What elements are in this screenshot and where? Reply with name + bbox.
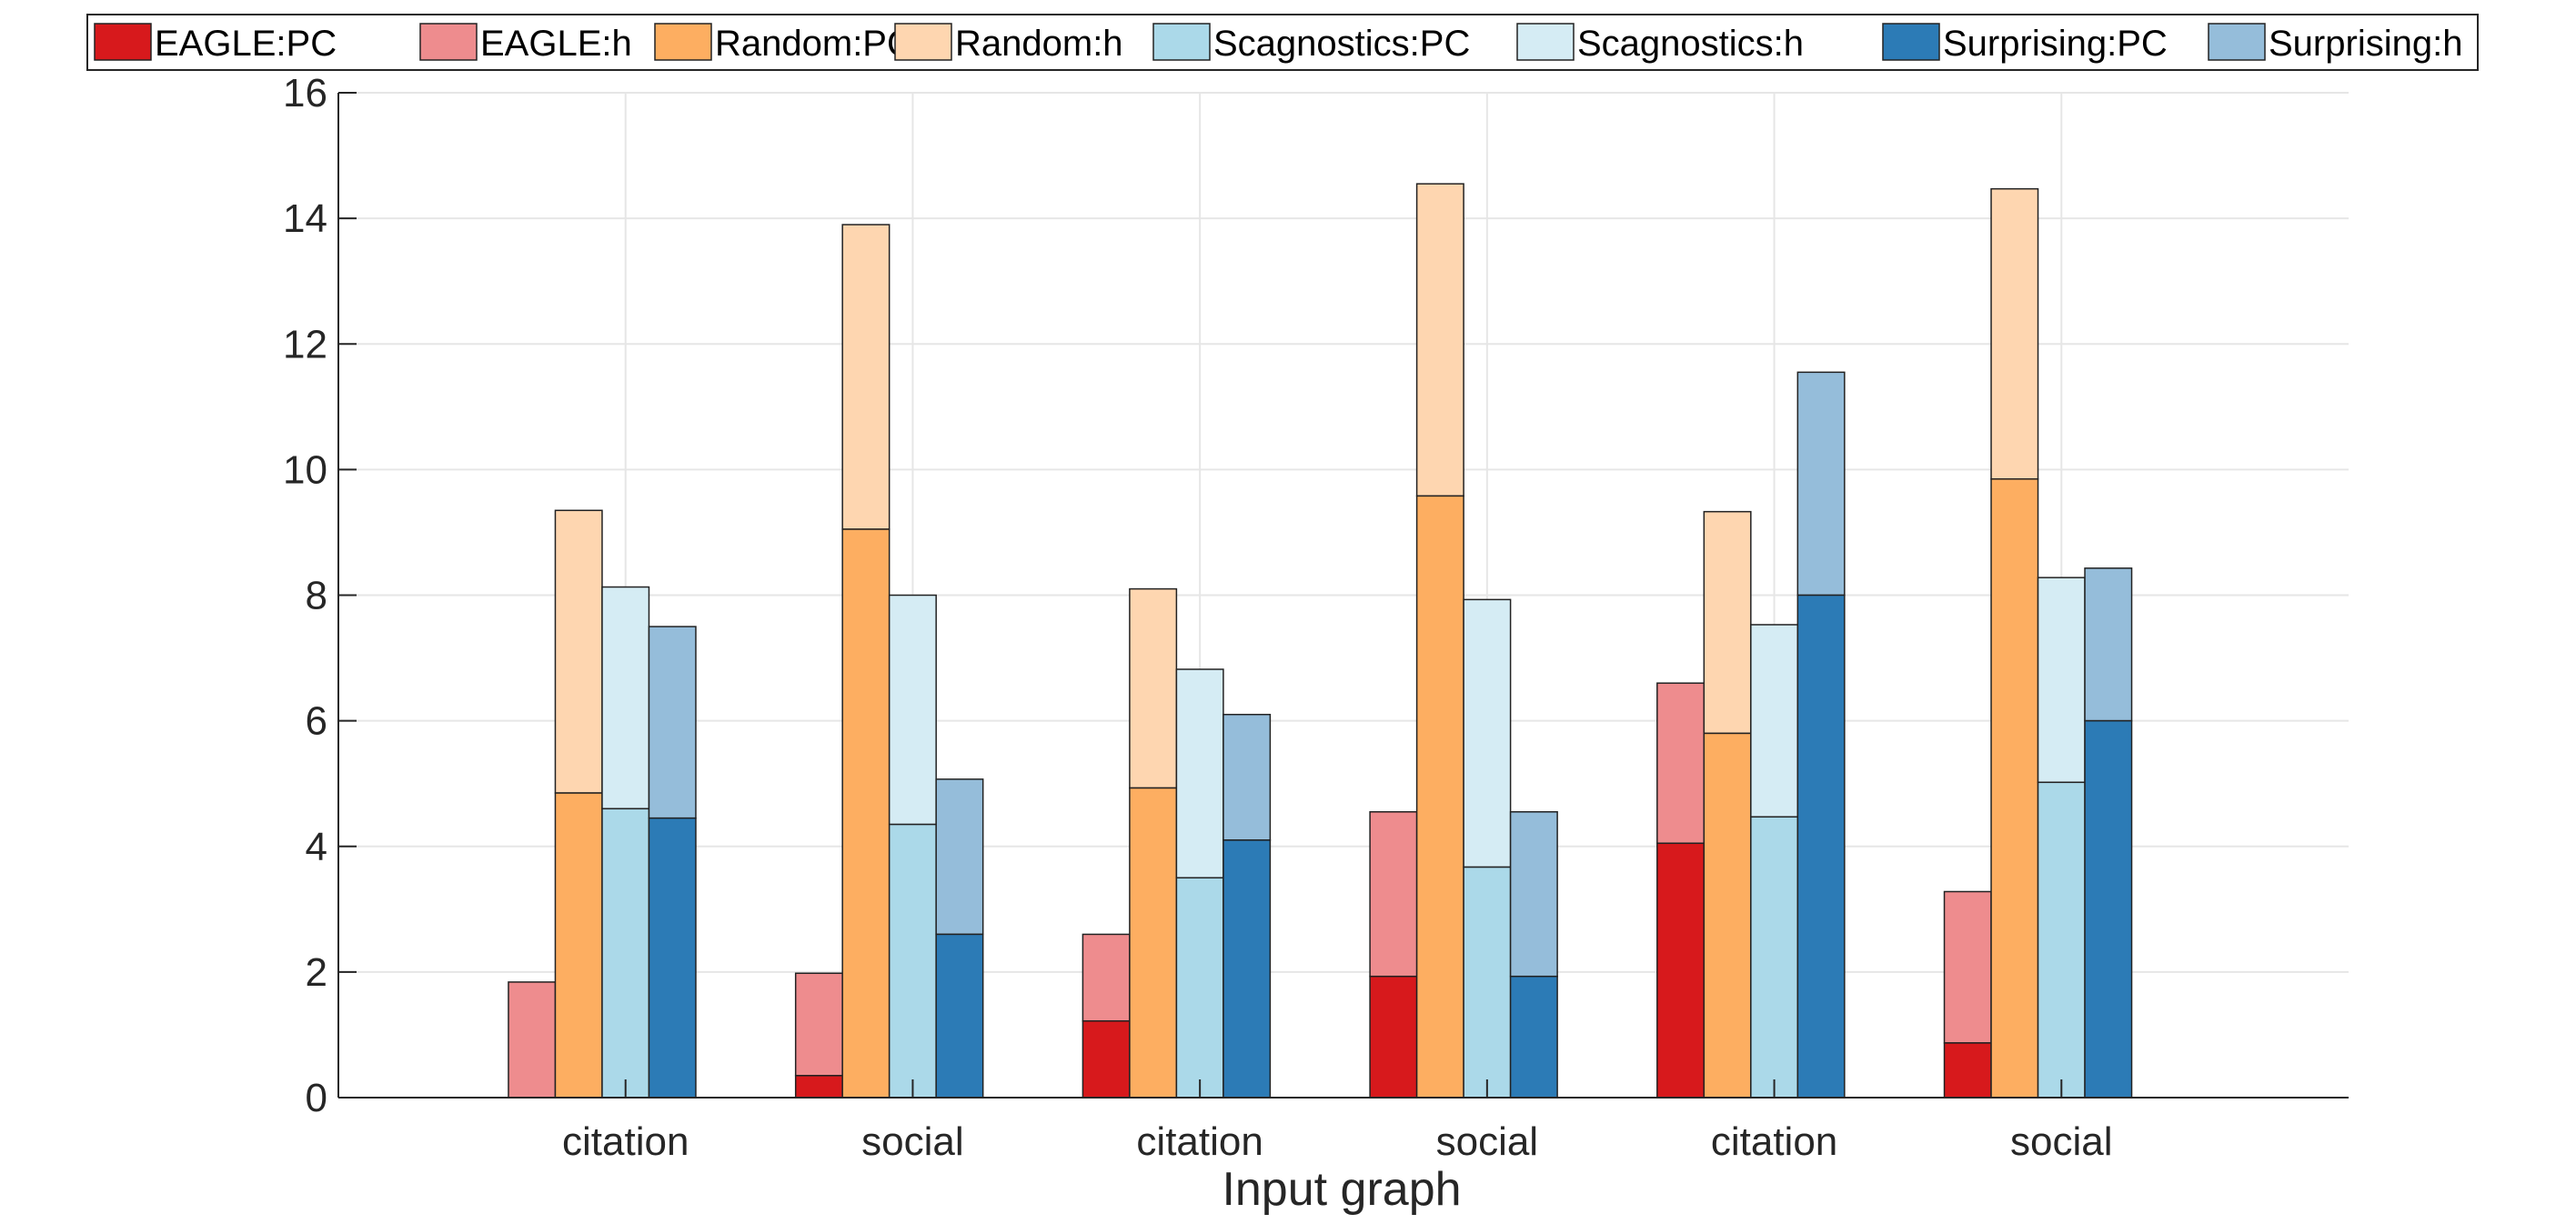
legend-label-0: EAGLE:PC (155, 24, 337, 64)
bar-random-pc-5 (1990, 477, 2039, 1099)
legend-swatch-7 (2208, 23, 2266, 61)
bar-scagnostics-h-3 (1463, 598, 1512, 868)
bar-random-h-1 (841, 224, 891, 530)
y-tick-label-4: 8 (306, 574, 327, 618)
bar-scagnostics-pc-0 (601, 808, 650, 1099)
bar-scagnostics-h-4 (1750, 624, 1799, 818)
bar-scagnostics-pc-5 (2037, 781, 2086, 1099)
bar-random-pc-0 (554, 792, 603, 1099)
legend-swatch-0 (94, 23, 152, 61)
x-axis-title: Input graph (1222, 1163, 1461, 1216)
legend-label-5: Scagnostics:h (1577, 24, 1804, 64)
x-tick-label-3: social (1436, 1119, 1539, 1164)
legend-label-7: Surprising:h (2269, 24, 2462, 64)
y-tick-label-5: 10 (283, 447, 327, 492)
bar-eagle-pc-4 (1656, 842, 1706, 1099)
bar-eagle-h-2 (1082, 933, 1131, 1022)
legend-label-3: Random:h (955, 24, 1123, 64)
bar-surprising-pc-3 (1509, 975, 1558, 1099)
bar-scagnostics-pc-1 (888, 823, 937, 1099)
bar-eagle-pc-3 (1369, 975, 1418, 1099)
bar-surprising-pc-4 (1796, 594, 1846, 1099)
bar-surprising-pc-5 (2084, 719, 2133, 1099)
bar-scagnostics-pc-2 (1175, 877, 1224, 1099)
x-tick-label-4: citation (1711, 1119, 1837, 1164)
x-tick-label-5: social (2010, 1119, 2113, 1164)
y-tick-label-1: 2 (306, 950, 327, 995)
bar-random-h-0 (554, 509, 603, 794)
bar-surprising-h-4 (1796, 371, 1846, 597)
bar-surprising-h-1 (935, 778, 984, 936)
bar-scagnostics-pc-3 (1463, 866, 1512, 1099)
legend-swatch-3 (894, 23, 952, 61)
bar-scagnostics-h-1 (888, 594, 937, 826)
bar-scagnostics-h-5 (2037, 577, 2086, 784)
bars (508, 183, 2133, 1099)
legend-swatch-2 (654, 23, 712, 61)
legend: EAGLE:PC EAGLE:h Random:PC Random:h Scagnost… (86, 14, 2479, 71)
y-tick-label-0: 0 (306, 1076, 327, 1120)
bar-eagle-h-4 (1656, 682, 1706, 845)
bar-eagle-h-3 (1369, 811, 1418, 978)
bar-eagle-pc-5 (1943, 1042, 1992, 1099)
bar-random-pc-1 (841, 528, 891, 1099)
axes: 0 2 4 6 8 10 12 14 16 citation social citation socia… (283, 71, 2349, 1164)
bar-eagle-h-5 (1943, 890, 1992, 1044)
bar-surprising-pc-0 (648, 817, 697, 1099)
bar-surprising-pc-2 (1223, 839, 1272, 1099)
bar-random-pc-2 (1129, 787, 1178, 1099)
x-tick-label-2: citation (1136, 1119, 1263, 1164)
legend-label-1: EAGLE:h (480, 24, 632, 64)
bar-random-h-2 (1129, 587, 1178, 789)
bar-scagnostics-pc-4 (1750, 816, 1799, 1099)
bar-surprising-h-0 (648, 626, 697, 819)
y-tick-label-2: 4 (306, 825, 327, 869)
legend-label-6: Surprising:PC (1943, 24, 2168, 64)
bar-scagnostics-h-0 (601, 586, 650, 810)
legend-swatch-6 (1882, 23, 1940, 61)
bar-eagle-h-1 (794, 972, 843, 1077)
bar-surprising-h-5 (2084, 567, 2133, 722)
legend-label-4: Scagnostics:PC (1213, 24, 1470, 64)
bar-surprising-pc-1 (935, 933, 984, 1099)
y-tick-label-3: 6 (306, 699, 327, 744)
bar-eagle-h-0 (508, 981, 557, 1099)
legend-box (86, 14, 2479, 71)
legend-label-2: Random:PC (715, 24, 913, 64)
bar-random-pc-4 (1703, 732, 1752, 1099)
y-tick-label-7: 14 (283, 196, 327, 241)
bar-eagle-pc-2 (1082, 1019, 1131, 1099)
y-tick-label-8: 16 (283, 71, 327, 115)
bar-random-h-5 (1990, 187, 2039, 480)
x-tick-label-1: social (861, 1119, 964, 1164)
bar-surprising-h-2 (1223, 713, 1272, 841)
bar-surprising-h-3 (1509, 811, 1558, 978)
bar-random-h-4 (1703, 510, 1752, 735)
legend-swatch-4 (1152, 23, 1211, 61)
bar-eagle-pc-1 (794, 1075, 843, 1099)
bar-random-h-3 (1415, 183, 1464, 497)
x-tick-label-0: citation (562, 1119, 689, 1164)
bar-random-pc-3 (1415, 495, 1464, 1099)
legend-swatch-5 (1516, 23, 1575, 61)
y-tick-label-6: 12 (283, 322, 327, 366)
bar-scagnostics-h-2 (1175, 668, 1224, 879)
legend-swatch-1 (419, 23, 478, 61)
